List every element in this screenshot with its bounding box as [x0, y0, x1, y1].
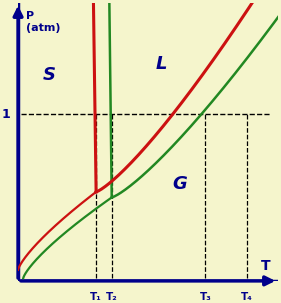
- Text: G: G: [172, 175, 187, 192]
- Text: T₄: T₄: [241, 292, 253, 302]
- Text: 1: 1: [1, 108, 10, 121]
- Text: T₁: T₁: [90, 292, 102, 302]
- Text: T₂: T₂: [106, 292, 117, 302]
- Text: S: S: [43, 66, 56, 84]
- Text: T₃: T₃: [200, 292, 211, 302]
- Text: T: T: [261, 258, 270, 272]
- Text: P
(atm): P (atm): [26, 11, 60, 33]
- Text: L: L: [155, 55, 167, 73]
